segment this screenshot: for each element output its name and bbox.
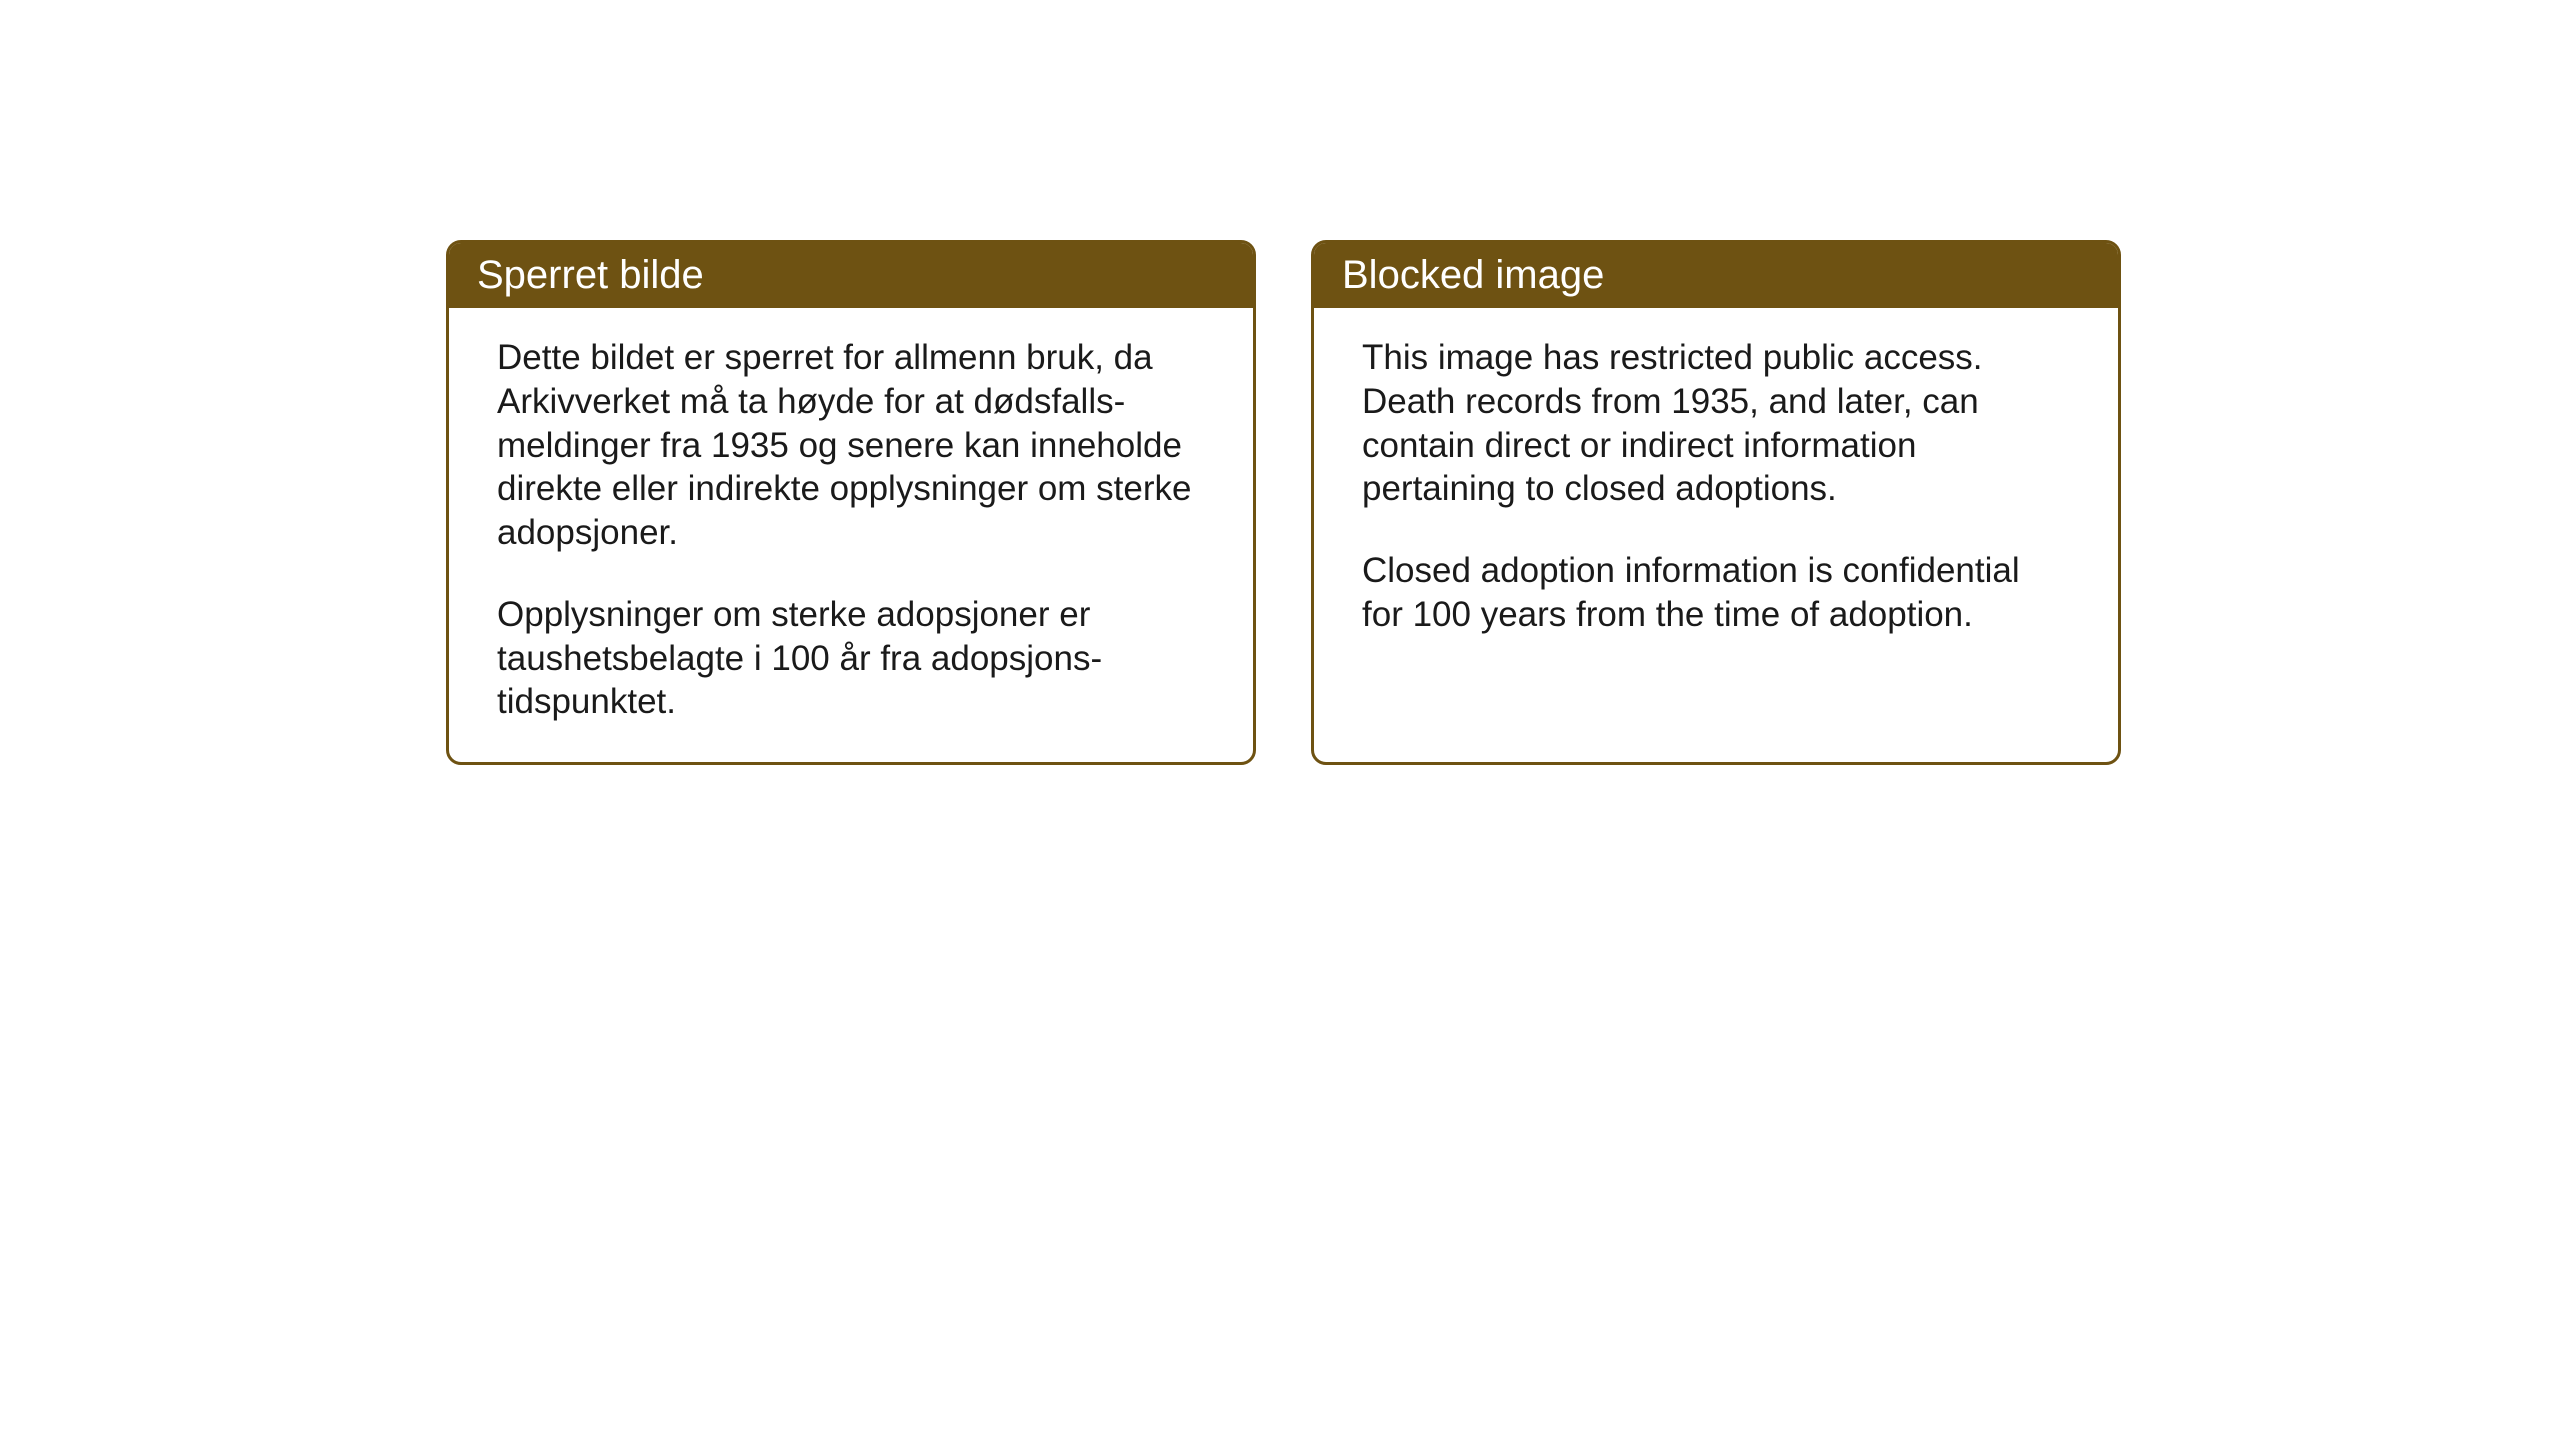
norwegian-paragraph-1: Dette bildet er sperret for allmenn bruk…: [497, 336, 1205, 555]
notice-container: Sperret bilde Dette bildet er sperret fo…: [446, 240, 2121, 765]
norwegian-paragraph-2: Opplysninger om sterke adopsjoner er tau…: [497, 593, 1205, 724]
english-notice-card: Blocked image This image has restricted …: [1311, 240, 2121, 765]
english-paragraph-1: This image has restricted public access.…: [1362, 336, 2070, 511]
norwegian-notice-header: Sperret bilde: [449, 243, 1253, 308]
english-paragraph-2: Closed adoption information is confident…: [1362, 549, 2070, 637]
english-notice-body: This image has restricted public access.…: [1314, 308, 2118, 675]
english-notice-header: Blocked image: [1314, 243, 2118, 308]
norwegian-notice-body: Dette bildet er sperret for allmenn bruk…: [449, 308, 1253, 762]
norwegian-notice-card: Sperret bilde Dette bildet er sperret fo…: [446, 240, 1256, 765]
